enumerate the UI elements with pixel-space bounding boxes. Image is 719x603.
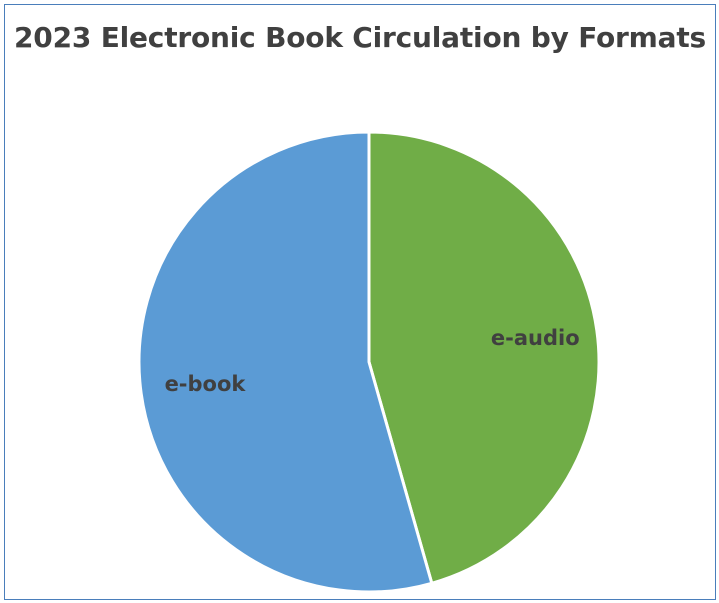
chart-frame: 2023 Electronic Book Circulation by Form… (4, 4, 716, 600)
chart-title: 2023 Electronic Book Circulation by Form… (14, 21, 706, 54)
slice-label-e-book: e-book (165, 372, 247, 396)
pie-slice-e-audio (367, 130, 601, 586)
pie-chart: e-audio e-book (137, 130, 601, 594)
slice-label-e-audio: e-audio (491, 326, 580, 350)
pie-slice-e-book (137, 130, 434, 594)
